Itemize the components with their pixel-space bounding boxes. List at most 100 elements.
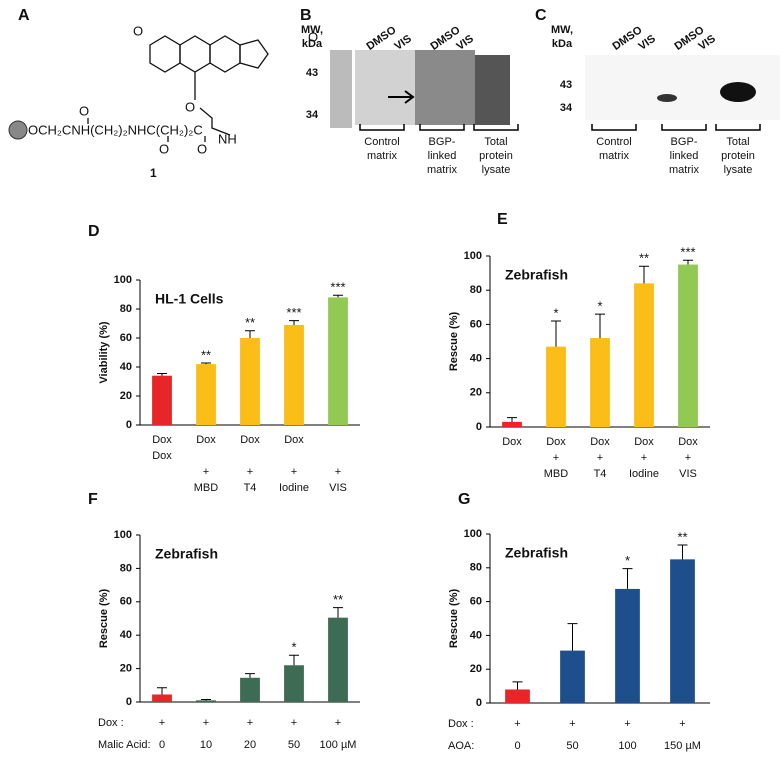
y-tick-label: 20	[120, 390, 132, 402]
lane-label: DMSO	[365, 24, 399, 53]
row-label: Dox :	[98, 717, 124, 729]
error-bar	[157, 373, 167, 376]
panel-label: E	[497, 211, 508, 228]
mw-label: MW,	[551, 24, 573, 36]
x-tick-label: Dox	[634, 436, 654, 448]
row-label: Dox :	[448, 718, 474, 730]
error-bar	[683, 259, 693, 265]
significance-label: *	[553, 305, 558, 320]
blot-image	[415, 50, 475, 125]
atom: O	[133, 23, 143, 38]
error-bar	[201, 698, 211, 701]
x-tick-label: +	[291, 466, 297, 478]
group-label: Total	[726, 136, 749, 148]
y-tick-label: 0	[476, 697, 482, 709]
x-tick-label: Dox	[502, 436, 522, 448]
row-value: +	[514, 718, 520, 730]
bar	[328, 297, 348, 425]
panel-label: B	[300, 7, 312, 24]
significance-label: **	[245, 315, 255, 330]
bar	[502, 421, 522, 427]
group-label: matrix	[599, 150, 629, 162]
bar	[560, 650, 585, 703]
group-label: protein	[479, 150, 513, 162]
y-tick-label: 40	[470, 629, 482, 641]
error-bar	[157, 687, 167, 695]
y-tick-label: 0	[126, 696, 132, 708]
chart-title: Zebrafish	[505, 545, 568, 561]
row-value: 20	[244, 739, 256, 751]
row-value: +	[624, 718, 630, 730]
error-bar	[567, 623, 578, 651]
bracket	[473, 124, 519, 131]
marker-label: 34	[306, 109, 319, 121]
panel-label: G	[458, 491, 470, 508]
significance-label: ***	[680, 245, 695, 260]
group-label: matrix	[427, 164, 457, 176]
group-label: matrix	[669, 164, 699, 176]
bar	[328, 617, 348, 702]
row-value: +	[247, 717, 253, 729]
error-bar	[551, 320, 561, 347]
y-tick-label: 0	[476, 421, 482, 433]
panel-label: A	[18, 7, 30, 24]
bar	[284, 665, 304, 702]
marker-label: 43	[306, 67, 318, 79]
nh-text: NH	[218, 131, 237, 146]
group-label: linked	[670, 150, 699, 162]
x-tick-label: T4	[594, 468, 607, 480]
error-bar	[333, 294, 343, 298]
atom: O	[79, 103, 89, 118]
bar	[240, 677, 260, 702]
x-tick-label: +	[247, 466, 253, 478]
y-axis-label: Rescue (%)	[448, 589, 460, 649]
row-value: 10	[200, 739, 212, 751]
row-value: +	[291, 717, 297, 729]
atom: O	[159, 141, 169, 156]
marker-label: 34	[560, 102, 573, 114]
mw-label: kDa	[302, 38, 323, 50]
marker-label: 43	[560, 79, 572, 91]
group-label: BGP-	[671, 136, 698, 148]
y-tick-label: 80	[120, 562, 132, 574]
blot-image	[330, 50, 352, 128]
blot-image	[475, 55, 510, 125]
row-value: 50	[566, 740, 578, 752]
error-bar	[333, 607, 343, 618]
row-value: +	[335, 717, 341, 729]
row-value: +	[569, 718, 575, 730]
x-tick-label: +	[553, 452, 559, 464]
group-label: lysate	[724, 164, 753, 176]
x-tick-label: Dox	[152, 434, 172, 446]
y-tick-label: 60	[120, 596, 132, 608]
blot-image	[355, 50, 415, 125]
band	[720, 82, 756, 102]
y-tick-label: 0	[126, 419, 132, 431]
error-bar	[622, 568, 633, 589]
y-tick-label: 100	[464, 250, 482, 262]
x-tick-label: MBD	[544, 468, 569, 480]
x-tick-label: T4	[244, 482, 257, 494]
bar	[670, 559, 695, 703]
error-bar	[512, 681, 523, 690]
x-tick-label: +	[685, 452, 691, 464]
row-label: Malic Acid:	[98, 739, 151, 751]
chart-title: Zebrafish	[155, 546, 218, 562]
row-value: +	[203, 717, 209, 729]
x-tick-label: VIS	[329, 482, 347, 494]
row-value: +	[679, 718, 685, 730]
bracket	[591, 124, 637, 131]
y-tick-label: 20	[470, 387, 482, 399]
mw-label: MW,	[301, 24, 323, 36]
group-label: matrix	[367, 150, 397, 162]
error-bar	[507, 417, 517, 422]
x-tick-label: Dox	[546, 436, 566, 448]
arrow-head	[404, 90, 415, 104]
bar	[634, 283, 654, 427]
significance-label: ***	[330, 280, 345, 295]
bar	[590, 338, 610, 427]
y-axis-label: Rescue (%)	[448, 312, 460, 372]
significance-label: ***	[286, 305, 301, 320]
row-value: 100 µM	[320, 739, 357, 751]
y-tick-label: 100	[114, 274, 132, 286]
